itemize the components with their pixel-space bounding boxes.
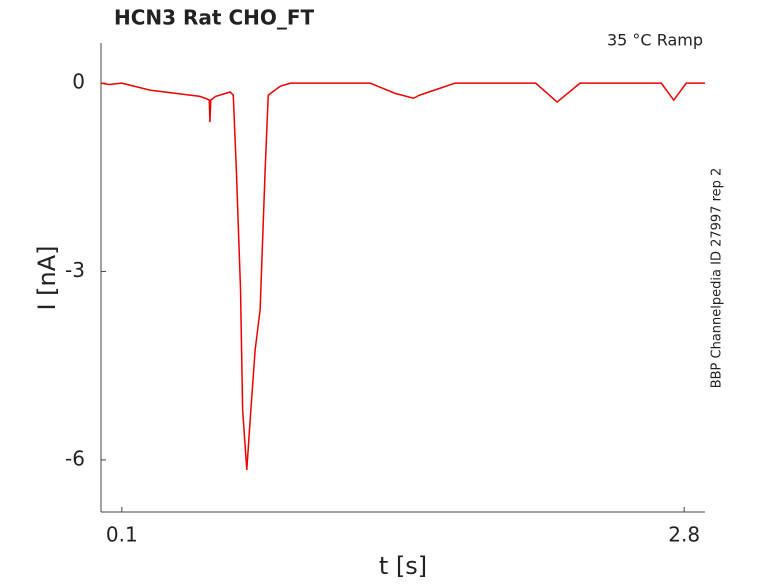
y-tick-label: -3	[65, 258, 85, 282]
chart-title: HCN3 Rat CHO_FT	[114, 6, 315, 30]
y-tick-label: -6	[65, 446, 85, 470]
x-tick-label: 2.8	[668, 523, 700, 547]
side-note: BBP Channelpedia ID 27997 rep 2	[710, 168, 725, 389]
data-line	[100, 82, 705, 470]
y-axis-label: I [nA]	[33, 245, 61, 310]
chart-subtitle: 35 °C Ramp	[607, 31, 703, 50]
y-tick-label: 0	[72, 70, 85, 94]
x-axis-label: t [s]	[379, 552, 427, 580]
x-tick-label: 0.1	[106, 523, 138, 547]
